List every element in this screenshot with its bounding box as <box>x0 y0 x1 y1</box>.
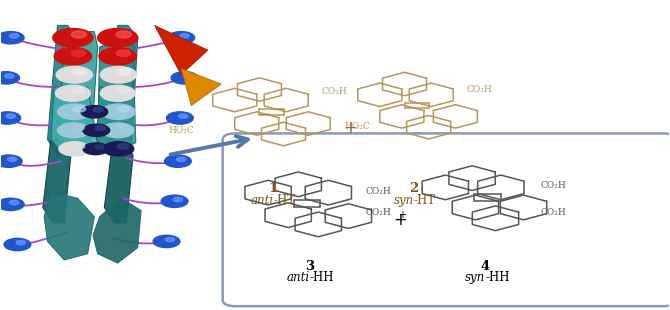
Circle shape <box>4 238 31 251</box>
Circle shape <box>71 31 86 38</box>
Circle shape <box>83 143 109 155</box>
Circle shape <box>5 74 14 78</box>
Circle shape <box>117 125 129 131</box>
Circle shape <box>99 48 137 65</box>
Circle shape <box>58 104 91 120</box>
Circle shape <box>168 32 194 44</box>
Circle shape <box>73 106 86 112</box>
Circle shape <box>161 195 188 207</box>
Text: anti: anti <box>287 271 310 284</box>
Circle shape <box>0 198 24 210</box>
Circle shape <box>95 126 105 131</box>
Polygon shape <box>60 32 98 155</box>
Circle shape <box>59 142 90 156</box>
Circle shape <box>165 155 191 167</box>
Text: -HH: -HH <box>310 271 334 284</box>
Text: syn: syn <box>394 194 414 207</box>
Circle shape <box>100 66 137 83</box>
Circle shape <box>94 144 105 149</box>
Circle shape <box>183 74 192 78</box>
Polygon shape <box>155 25 208 75</box>
Circle shape <box>7 157 17 162</box>
Circle shape <box>9 34 19 38</box>
Circle shape <box>116 31 131 38</box>
Polygon shape <box>93 198 141 263</box>
Circle shape <box>153 235 180 248</box>
Circle shape <box>72 87 84 94</box>
Text: 4: 4 <box>481 259 490 272</box>
Circle shape <box>16 241 25 245</box>
Circle shape <box>0 112 21 124</box>
Polygon shape <box>44 192 94 260</box>
Circle shape <box>81 106 108 118</box>
Circle shape <box>102 123 134 138</box>
Circle shape <box>58 123 90 138</box>
Text: CO₂H: CO₂H <box>322 87 347 96</box>
Text: HO₂C: HO₂C <box>169 126 194 135</box>
Circle shape <box>72 125 84 131</box>
Circle shape <box>6 114 15 118</box>
Circle shape <box>180 34 189 38</box>
Circle shape <box>117 144 129 149</box>
Circle shape <box>93 107 103 112</box>
Circle shape <box>54 48 92 65</box>
Circle shape <box>100 85 135 101</box>
Circle shape <box>174 197 182 202</box>
Circle shape <box>165 237 174 242</box>
Polygon shape <box>181 69 221 106</box>
Text: CO₂H: CO₂H <box>365 208 391 217</box>
Circle shape <box>73 144 84 149</box>
Text: anti: anti <box>251 194 273 207</box>
Circle shape <box>178 114 188 118</box>
Circle shape <box>56 66 92 83</box>
Text: CO₂H: CO₂H <box>365 187 391 196</box>
Text: -HT: -HT <box>273 194 295 207</box>
FancyBboxPatch shape <box>222 133 670 306</box>
Text: 2: 2 <box>409 183 419 195</box>
Circle shape <box>98 29 138 47</box>
Circle shape <box>116 50 131 56</box>
Circle shape <box>83 124 110 136</box>
Circle shape <box>0 32 24 44</box>
Polygon shape <box>48 25 78 155</box>
Text: CO₂H: CO₂H <box>541 208 567 217</box>
Circle shape <box>56 85 90 101</box>
Text: +: + <box>398 210 406 220</box>
Polygon shape <box>43 140 71 223</box>
Text: -HT: -HT <box>414 194 436 207</box>
Text: CO₂H: CO₂H <box>541 181 567 190</box>
Text: +: + <box>344 120 357 137</box>
Circle shape <box>72 50 86 56</box>
Polygon shape <box>110 25 138 155</box>
Circle shape <box>117 87 129 94</box>
Text: syn: syn <box>465 271 486 284</box>
Polygon shape <box>105 140 133 223</box>
Circle shape <box>117 106 130 112</box>
Circle shape <box>117 69 131 75</box>
Text: 1: 1 <box>269 183 278 195</box>
Text: 3: 3 <box>305 259 314 272</box>
Text: CO₂H: CO₂H <box>467 85 492 94</box>
Polygon shape <box>98 38 135 155</box>
Circle shape <box>102 104 135 120</box>
Circle shape <box>0 72 19 84</box>
Circle shape <box>0 155 22 167</box>
Circle shape <box>9 200 19 205</box>
Circle shape <box>53 29 93 47</box>
Text: HO₂C: HO₂C <box>344 122 370 131</box>
Polygon shape <box>51 87 98 155</box>
Text: -HH: -HH <box>486 271 510 284</box>
Polygon shape <box>96 87 136 155</box>
Circle shape <box>176 157 186 162</box>
Circle shape <box>167 112 193 124</box>
Circle shape <box>172 72 198 84</box>
Text: +: + <box>393 211 407 229</box>
Circle shape <box>103 142 134 156</box>
Circle shape <box>73 69 86 75</box>
